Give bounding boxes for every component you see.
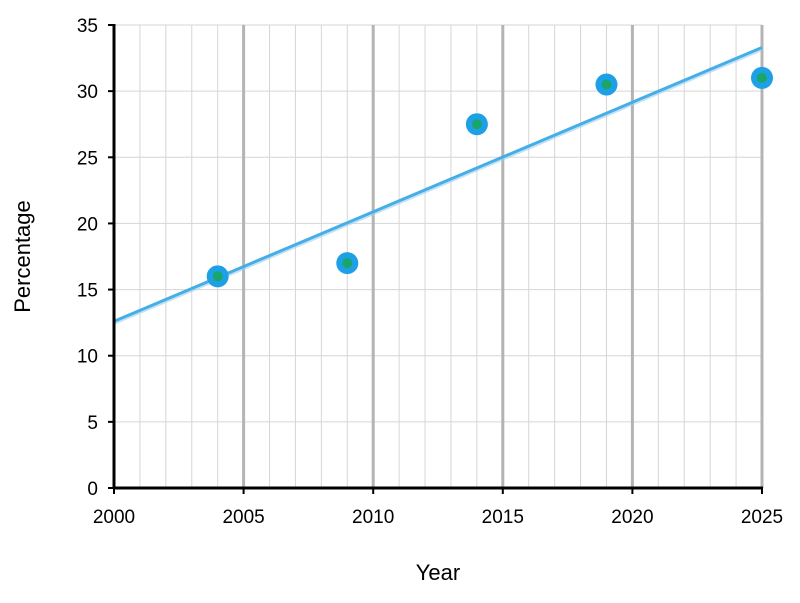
y-tick-label: 30 <box>77 82 98 103</box>
y-tick-label: 25 <box>77 148 98 169</box>
y-tick-label: 0 <box>87 479 98 500</box>
x-tick-label: 2000 <box>93 507 135 528</box>
y-tick-label: 15 <box>77 281 98 302</box>
x-tick-label: 2015 <box>482 507 524 528</box>
data-point <box>336 252 359 275</box>
x-tick-label: 2005 <box>222 507 264 528</box>
data-point <box>465 113 488 136</box>
data-point-inner <box>342 258 353 269</box>
data-point-inner <box>757 72 767 83</box>
y-tick-label: 10 <box>77 347 98 368</box>
y-axis-title: Percentage <box>10 200 35 313</box>
x-tick-label: 2025 <box>741 507 783 528</box>
axes <box>108 24 763 494</box>
data-point-inner <box>601 79 612 90</box>
data-points <box>206 66 773 288</box>
y-tick-label: 20 <box>77 214 98 235</box>
y-tick-label: 35 <box>77 16 98 37</box>
minor-grid <box>114 24 762 488</box>
x-axis-title: Year <box>416 560 460 585</box>
y-tick-labels: 0 5 10 15 20 25 30 35 <box>77 16 98 500</box>
y-tick-label: 5 <box>87 413 98 434</box>
x-tick-label: 2020 <box>611 507 653 528</box>
data-point-inner <box>471 119 482 130</box>
data-point-inner <box>212 271 223 282</box>
x-tick-labels: 2000 2005 2010 2015 2020 2025 <box>93 507 783 528</box>
data-point <box>751 66 773 89</box>
data-point <box>206 265 229 288</box>
x-tick-label: 2010 <box>352 507 394 528</box>
data-point <box>595 73 618 96</box>
